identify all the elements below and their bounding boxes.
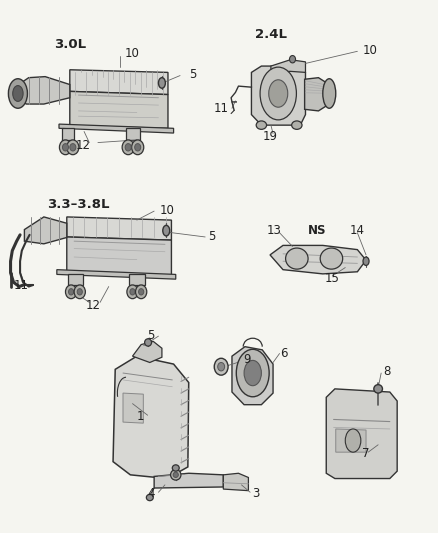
Ellipse shape (134, 143, 141, 151)
Text: 2.4L: 2.4L (255, 28, 287, 41)
Text: 3: 3 (252, 487, 259, 500)
Polygon shape (70, 91, 168, 128)
Polygon shape (154, 473, 223, 488)
Ellipse shape (127, 285, 138, 298)
Ellipse shape (63, 143, 68, 151)
Ellipse shape (345, 429, 361, 452)
Text: 10: 10 (363, 44, 378, 56)
Text: 5: 5 (208, 230, 216, 244)
Polygon shape (270, 245, 366, 274)
Polygon shape (57, 270, 176, 279)
Polygon shape (126, 128, 140, 140)
Polygon shape (59, 124, 173, 133)
Ellipse shape (125, 143, 131, 151)
Text: 6: 6 (280, 346, 288, 359)
Text: 12: 12 (75, 139, 90, 152)
Text: 11: 11 (213, 102, 229, 115)
Polygon shape (271, 60, 305, 72)
Ellipse shape (244, 360, 261, 386)
Ellipse shape (68, 289, 74, 295)
Ellipse shape (8, 79, 28, 108)
Text: 7: 7 (362, 447, 370, 460)
Ellipse shape (130, 289, 135, 295)
Text: 10: 10 (125, 47, 140, 60)
Ellipse shape (145, 339, 152, 346)
Ellipse shape (70, 143, 76, 151)
Polygon shape (336, 429, 366, 452)
Ellipse shape (138, 289, 144, 295)
Text: 8: 8 (383, 366, 391, 378)
Polygon shape (304, 78, 329, 111)
Ellipse shape (323, 79, 336, 108)
Ellipse shape (122, 140, 134, 155)
Text: 5: 5 (148, 328, 155, 342)
Text: 5: 5 (189, 68, 196, 81)
Ellipse shape (74, 285, 85, 298)
Text: 13: 13 (267, 224, 282, 237)
Polygon shape (123, 393, 143, 423)
Ellipse shape (256, 121, 267, 130)
Text: NS: NS (307, 224, 326, 237)
Ellipse shape (260, 67, 297, 120)
Ellipse shape (173, 472, 178, 478)
Polygon shape (251, 66, 305, 125)
Text: 11: 11 (14, 279, 29, 292)
Ellipse shape (13, 86, 23, 101)
Polygon shape (25, 217, 67, 244)
Ellipse shape (60, 140, 71, 155)
Text: 12: 12 (86, 299, 101, 312)
Ellipse shape (292, 121, 302, 130)
Ellipse shape (66, 285, 77, 298)
Ellipse shape (159, 78, 166, 88)
Ellipse shape (363, 257, 369, 265)
Polygon shape (232, 346, 273, 405)
Polygon shape (133, 342, 162, 362)
Polygon shape (129, 274, 145, 286)
Polygon shape (223, 473, 248, 491)
Ellipse shape (132, 140, 144, 155)
Polygon shape (63, 128, 74, 140)
Text: 1: 1 (137, 410, 145, 423)
Text: 3.3–3.8L: 3.3–3.8L (47, 198, 110, 211)
Polygon shape (11, 77, 70, 104)
Text: 15: 15 (325, 272, 340, 285)
Ellipse shape (135, 285, 147, 298)
Ellipse shape (163, 225, 170, 236)
Text: 9: 9 (244, 353, 251, 366)
Ellipse shape (290, 55, 296, 63)
Polygon shape (70, 70, 168, 94)
Ellipse shape (236, 349, 269, 397)
Text: 3.0L: 3.0L (54, 38, 86, 52)
Ellipse shape (320, 248, 343, 269)
Polygon shape (67, 237, 171, 276)
Ellipse shape (374, 385, 382, 393)
Polygon shape (67, 217, 171, 240)
Polygon shape (67, 274, 83, 286)
Text: 4: 4 (148, 487, 155, 500)
Ellipse shape (286, 248, 308, 269)
Ellipse shape (269, 80, 288, 107)
Text: 10: 10 (159, 204, 174, 216)
Text: 19: 19 (262, 130, 278, 143)
Ellipse shape (170, 470, 181, 480)
Ellipse shape (214, 358, 228, 375)
Polygon shape (113, 356, 189, 479)
Ellipse shape (218, 362, 225, 371)
Ellipse shape (67, 140, 79, 155)
Polygon shape (326, 389, 397, 479)
Text: 14: 14 (350, 224, 365, 237)
Ellipse shape (77, 289, 82, 295)
Ellipse shape (146, 494, 153, 500)
Ellipse shape (172, 465, 179, 471)
